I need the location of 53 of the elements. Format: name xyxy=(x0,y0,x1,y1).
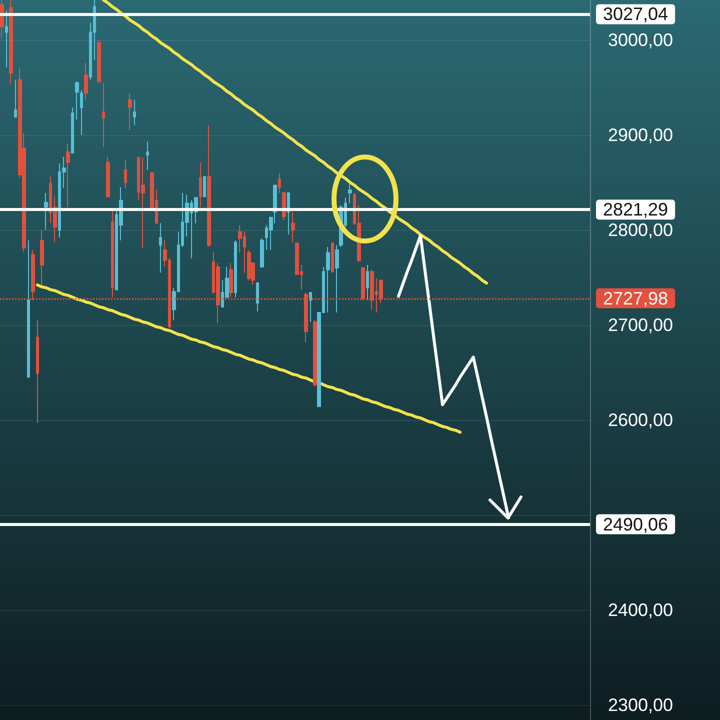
candlestick xyxy=(146,141,149,171)
y-tick-label: 2400,00 xyxy=(608,600,674,620)
candlestick xyxy=(309,292,312,323)
y-tick-label: 2300,00 xyxy=(608,694,674,715)
y-tick-label: 2800,00 xyxy=(608,220,674,240)
candlestick xyxy=(133,99,136,126)
candlestick xyxy=(229,262,233,298)
ref-line-label: 3027,04 xyxy=(603,4,668,24)
candlestick xyxy=(141,157,145,248)
candlestick xyxy=(203,176,206,198)
candlestick xyxy=(106,156,110,198)
candlestick xyxy=(84,62,88,100)
candlestick xyxy=(97,40,101,82)
candlestick xyxy=(260,238,264,268)
ref-line-label: 2727,98 xyxy=(603,288,668,308)
candlestick xyxy=(102,82,105,148)
y-tick-label: 3000,00 xyxy=(608,30,674,50)
ref-line-label: 2490,06 xyxy=(603,514,668,534)
y-tick-label: 2600,00 xyxy=(608,410,674,430)
candlestick xyxy=(291,211,295,243)
candlestick xyxy=(207,124,211,248)
candlestick xyxy=(331,242,334,274)
candlestick xyxy=(80,90,83,136)
candlestick xyxy=(247,249,251,281)
candlestick xyxy=(66,142,70,208)
candlestick xyxy=(5,10,8,68)
line-series xyxy=(396,234,510,520)
candlestick xyxy=(36,320,39,424)
candlestick xyxy=(256,282,259,312)
candlestick xyxy=(40,229,44,286)
candlestick xyxy=(335,244,339,314)
candlestick xyxy=(313,320,317,388)
y-tick-label: 2700,00 xyxy=(608,314,674,335)
candlestick xyxy=(124,159,127,189)
candlestick xyxy=(159,222,162,274)
candlestick xyxy=(27,240,30,378)
candlestick xyxy=(71,106,74,154)
y-tick-label: 2900,00 xyxy=(608,124,674,145)
candlestick xyxy=(14,79,17,118)
candlestick xyxy=(75,81,79,120)
line-series xyxy=(36,283,462,434)
candlestick xyxy=(348,182,352,204)
candlestick xyxy=(234,240,237,298)
candlestick xyxy=(9,0,13,86)
candlestick xyxy=(128,92,132,131)
ref-line-label: 2821,29 xyxy=(603,200,668,220)
candlestick xyxy=(44,192,48,230)
candlestick xyxy=(287,192,290,236)
candlestick xyxy=(366,264,369,301)
candlestick xyxy=(326,246,330,314)
line-series xyxy=(102,0,488,285)
candlestick xyxy=(199,162,202,208)
candlestick xyxy=(278,172,281,194)
